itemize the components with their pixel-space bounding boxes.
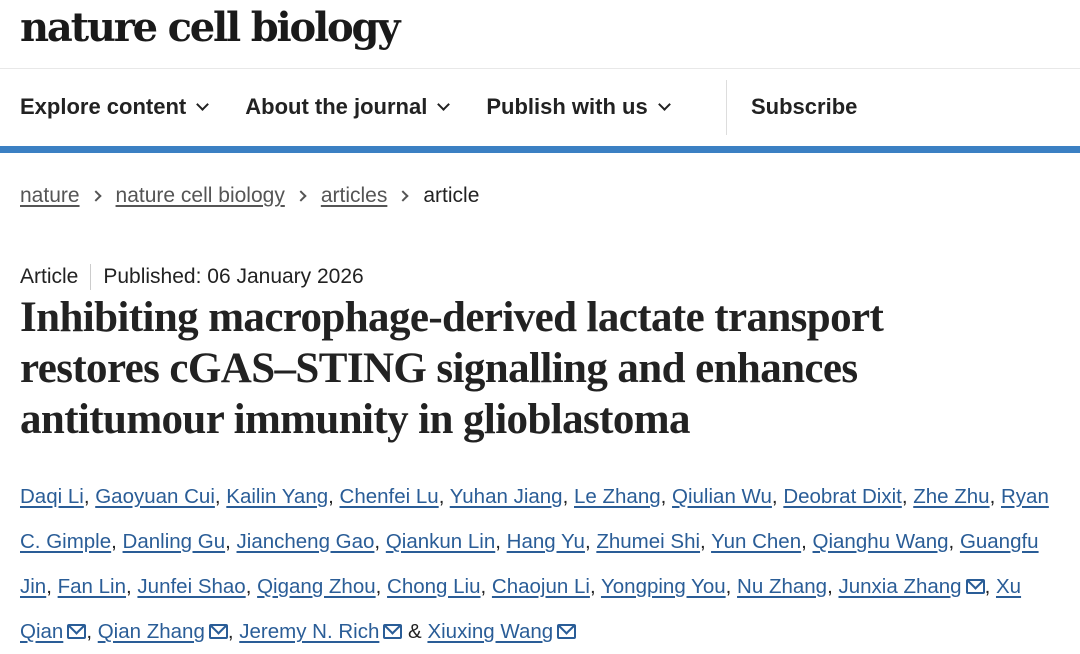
title-line: restores cGAS–STING signalling and enhan… xyxy=(20,345,858,392)
author-link[interactable]: Yun Chen xyxy=(711,530,802,553)
nav-publish-with-us[interactable]: Publish with us xyxy=(486,94,671,120)
author-link[interactable]: Chenfei Lu xyxy=(339,485,439,508)
author-link[interactable]: Qianghu Wang xyxy=(812,530,949,553)
author-link[interactable]: Junfei Shao xyxy=(137,575,246,598)
main-nav: Explore content About the journal Publis… xyxy=(20,94,707,120)
mail-icon[interactable] xyxy=(208,624,228,639)
author-link[interactable]: Qiulian Wu xyxy=(672,485,772,508)
author-link[interactable]: Jiancheng Gao xyxy=(236,530,375,553)
author-link[interactable]: Ryan C. Gimple xyxy=(20,485,1049,553)
author-link[interactable]: Chaojun Li xyxy=(491,575,590,598)
author-link[interactable]: Yuhan Jiang xyxy=(449,485,563,508)
author-link[interactable]: Chong Liu xyxy=(387,575,481,598)
breadcrumb-current: article xyxy=(423,184,480,207)
article-type: Article xyxy=(20,265,79,288)
author-link[interactable]: Daqi Li xyxy=(20,485,84,508)
author-link[interactable]: Nu Zhang xyxy=(737,575,828,598)
subscribe-link[interactable]: Subscribe xyxy=(751,94,858,119)
author-link[interactable]: Gaoyuan Cui xyxy=(95,485,215,508)
mail-icon[interactable] xyxy=(67,624,87,639)
divider xyxy=(90,264,92,290)
chevron-right-icon xyxy=(89,190,102,202)
author-link[interactable]: Qiankun Lin xyxy=(385,530,496,553)
published-date: Published: 06 January 2026 xyxy=(103,265,364,288)
title-line: antitumour immunity in glioblastoma xyxy=(20,396,690,443)
author-link[interactable]: Xu Qian xyxy=(20,575,1022,643)
author-link[interactable]: Danling Gu xyxy=(122,530,226,553)
chevron-down-icon xyxy=(437,97,451,111)
author-link[interactable]: Fan Lin xyxy=(57,575,127,598)
author-link[interactable]: Yongping You xyxy=(600,575,726,598)
nav-label: About the journal xyxy=(245,94,428,119)
author-link[interactable]: Kailin Yang xyxy=(226,485,329,508)
accent-bar xyxy=(0,146,1080,153)
nav-explore-content[interactable]: Explore content xyxy=(20,94,210,120)
author-link[interactable]: Zhe Zhu xyxy=(913,485,990,508)
chevron-right-icon xyxy=(397,190,410,202)
author-link[interactable]: Jeremy N. Rich xyxy=(239,620,380,643)
author-link[interactable]: Xiuxing Wang xyxy=(427,620,554,643)
author-link[interactable]: Zhumei Shi xyxy=(596,530,701,553)
mail-icon[interactable] xyxy=(383,624,403,639)
chevron-right-icon xyxy=(295,190,307,202)
breadcrumb-articles[interactable]: articles xyxy=(320,184,388,207)
author-list: Daqi Li, Gaoyuan Cui, Kailin Yang, Chenf… xyxy=(20,485,1049,643)
nav-label: Explore content xyxy=(20,94,187,119)
author-link[interactable]: Qian Zhang xyxy=(97,620,205,643)
author-link[interactable]: Deobrat Dixit xyxy=(783,485,902,508)
mail-icon[interactable] xyxy=(557,624,577,639)
breadcrumb-journal[interactable]: nature cell biology xyxy=(115,184,285,207)
author-link[interactable]: Qigang Zhou xyxy=(257,575,376,598)
breadcrumb-nature[interactable]: nature xyxy=(20,184,80,207)
divider xyxy=(0,68,1080,69)
nav-divider xyxy=(726,80,727,135)
nav-label: Publish with us xyxy=(486,94,648,119)
journal-logo[interactable]: nature cell biology xyxy=(20,4,400,51)
chevron-down-icon xyxy=(196,97,210,111)
author-link[interactable]: Guangfu Jin xyxy=(20,530,1039,598)
mail-icon[interactable] xyxy=(965,579,985,594)
article-meta: Article Published: 06 January 2026 xyxy=(20,264,364,290)
author-link[interactable]: Junxia Zhang xyxy=(838,575,962,598)
title-line: Inhibiting macrophage-derived lactate tr… xyxy=(20,294,884,341)
breadcrumb: nature nature cell biology articles arti… xyxy=(20,184,479,208)
article-title: Inhibiting macrophage-derived lactate tr… xyxy=(20,292,884,445)
chevron-down-icon xyxy=(657,97,671,111)
author-link[interactable]: Le Zhang xyxy=(574,485,661,508)
nav-about-journal[interactable]: About the journal xyxy=(245,94,451,120)
author-link[interactable]: Hang Yu xyxy=(506,530,585,553)
